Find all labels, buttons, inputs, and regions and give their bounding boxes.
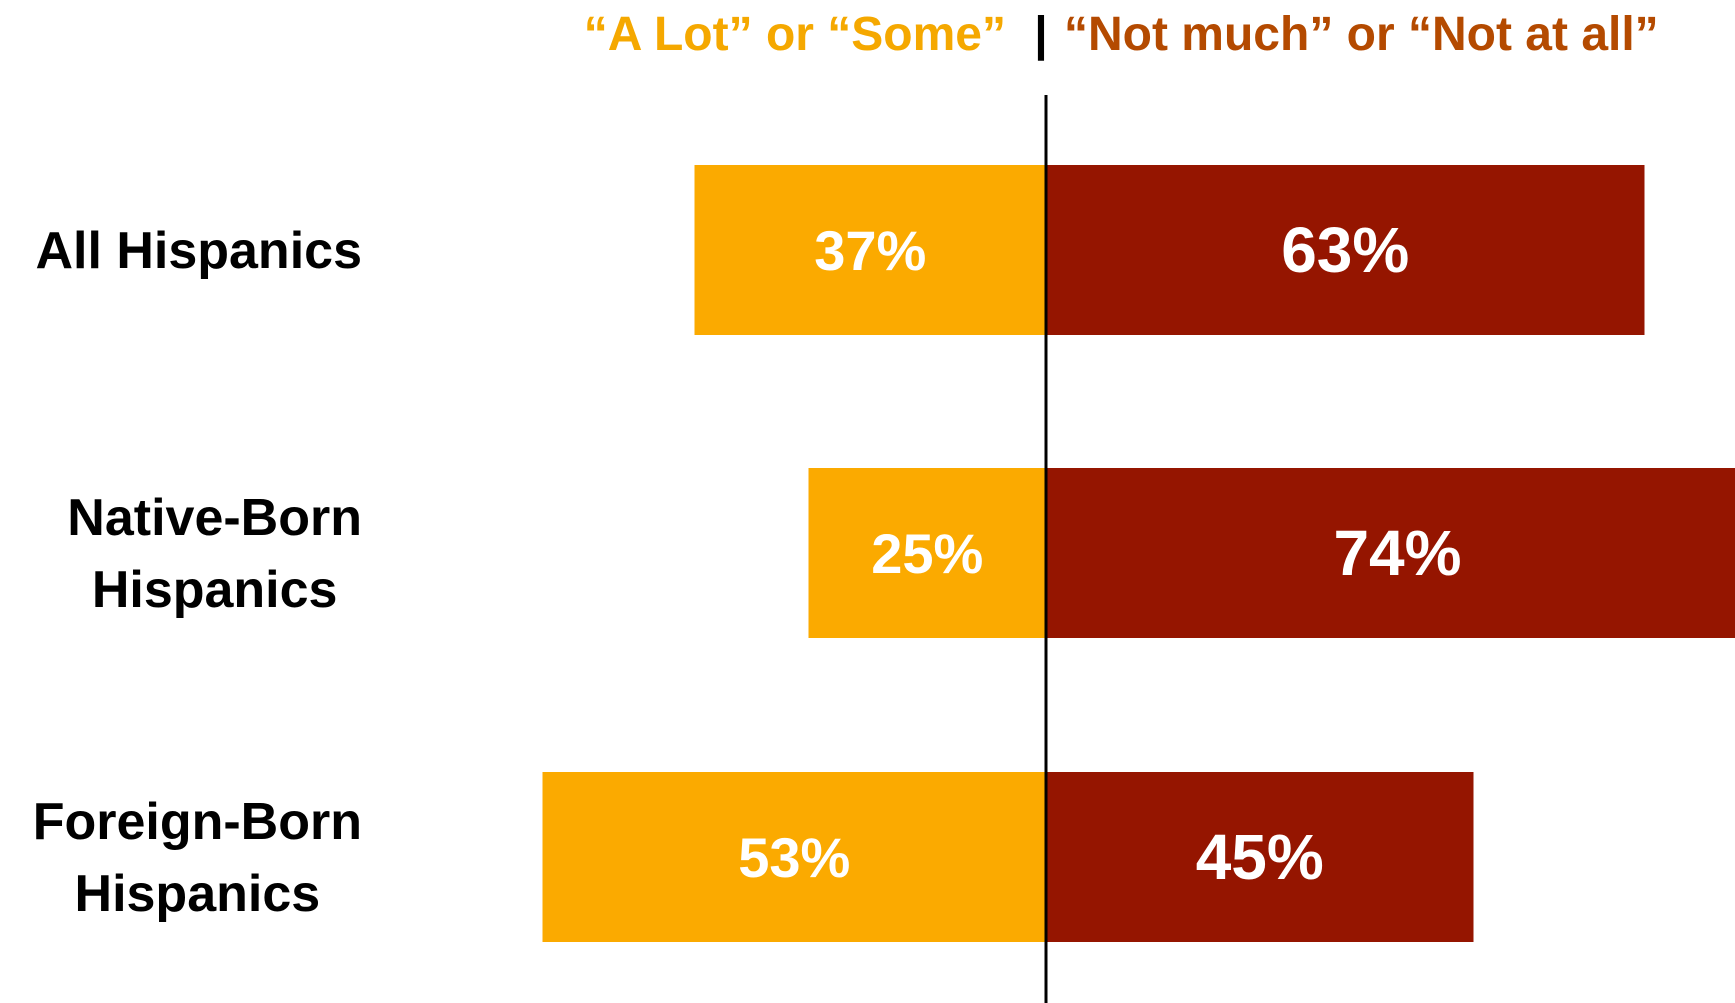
- legend-left-label: “A Lot” or “Some”: [584, 8, 1006, 61]
- value-label-right-2: 45%: [1196, 821, 1324, 893]
- legend-separator: |: [1034, 8, 1047, 61]
- value-labels: 37% 63% 25% 74% 53% 45%: [738, 214, 1461, 893]
- value-label-right-1: 74%: [1333, 517, 1461, 589]
- legend-right-label: “Not much” or “Not at all”: [1064, 8, 1659, 61]
- category-label-2-line-0: Foreign-Born: [33, 793, 362, 851]
- value-label-left-0: 37%: [814, 219, 926, 282]
- category-labels: All Hispanics Native-Born Hispanics Foreign…: [33, 222, 362, 923]
- category-label-0-line-0: All Hispanics: [35, 222, 362, 280]
- value-label-left-2: 53%: [738, 826, 850, 889]
- bar-right-0: [1046, 165, 1645, 335]
- value-label-right-0: 63%: [1281, 214, 1409, 286]
- value-label-left-1: 25%: [871, 522, 983, 585]
- bar-right-2: [1046, 772, 1474, 942]
- legend: “A Lot” or “Some” | “Not much” or “Not a…: [584, 8, 1659, 61]
- bar-left-2: [542, 772, 1046, 942]
- bars-left-series: [542, 165, 1046, 942]
- bar-left-1: [808, 468, 1046, 638]
- bar-left-0: [694, 165, 1046, 335]
- category-label-1-line-0: Native-Born: [67, 489, 362, 547]
- bar-right-1: [1046, 468, 1735, 638]
- category-label-1-line-1: Hispanics: [92, 561, 338, 619]
- category-label-2-line-1: Hispanics: [75, 865, 321, 923]
- bars-right-series: [1046, 165, 1735, 942]
